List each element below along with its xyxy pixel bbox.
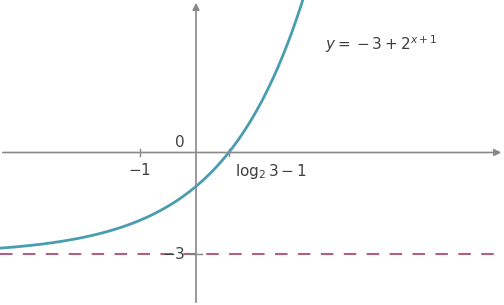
Text: $0$: $0$ (174, 134, 185, 150)
Text: $\log_2 3-1$: $\log_2 3-1$ (235, 162, 307, 181)
Text: $y=-3+2^{x+1}$: $y=-3+2^{x+1}$ (325, 33, 437, 55)
Text: $-1$: $-1$ (129, 162, 152, 178)
Text: $-3$: $-3$ (161, 246, 185, 262)
